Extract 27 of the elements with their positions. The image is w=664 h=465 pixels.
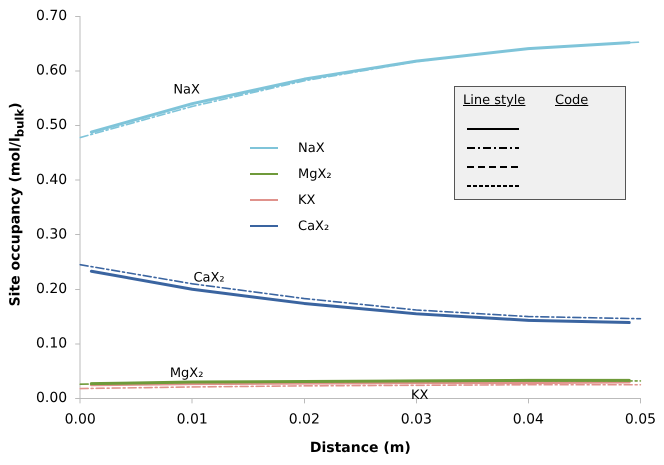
x-tick-label: 0.00 <box>64 411 96 428</box>
annotation: Code <box>555 93 588 108</box>
legend-label: MgX₂ <box>298 166 332 182</box>
y-tick-label: 0.00 <box>36 390 68 406</box>
key-panel: Line style Code <box>454 86 626 200</box>
x-axis-title: Distance (m) <box>310 440 411 456</box>
x-tick-label: 0.03 <box>400 411 432 428</box>
y-tick-label: 0.50 <box>36 117 68 134</box>
x-tick-label: 0.01 <box>176 411 208 428</box>
annotation: Line style <box>463 93 526 108</box>
y-tick-label: 0.30 <box>36 226 68 242</box>
annotation: MgX₂ <box>170 366 204 382</box>
y-tick-label: 0.40 <box>36 172 68 188</box>
line-series <box>79 264 642 320</box>
annotation: CaX₂ <box>193 270 225 286</box>
y-tick-label: 0.10 <box>36 335 68 352</box>
x-tick-label: 0.04 <box>512 411 544 428</box>
y-tick-label: 0.70 <box>36 8 68 24</box>
x-tick-label: 0.02 <box>288 411 320 428</box>
annotation: KX <box>410 388 428 404</box>
y-tick-label: 0.60 <box>36 62 68 79</box>
annotation: NaX <box>173 82 200 98</box>
legend-label: NaX <box>298 140 325 156</box>
legend-label: CaX₂ <box>298 218 330 234</box>
x-tick-label: 0.05 <box>624 411 656 428</box>
legend-label: KX <box>298 192 316 208</box>
y-tick-label: 0.20 <box>36 280 68 297</box>
